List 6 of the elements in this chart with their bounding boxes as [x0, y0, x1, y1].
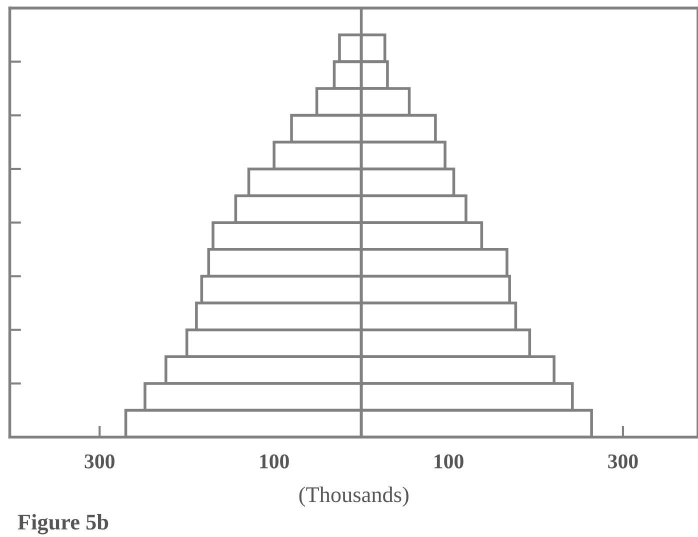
x-axis-title: (Thousands): [299, 486, 408, 507]
x-tick-label: 100: [260, 454, 289, 468]
x-tick-label: 100: [434, 454, 464, 468]
x-tick-label: 300: [608, 454, 638, 468]
x-tick-label: 300: [84, 454, 114, 468]
caption: Figure 5b: [18, 514, 108, 534]
